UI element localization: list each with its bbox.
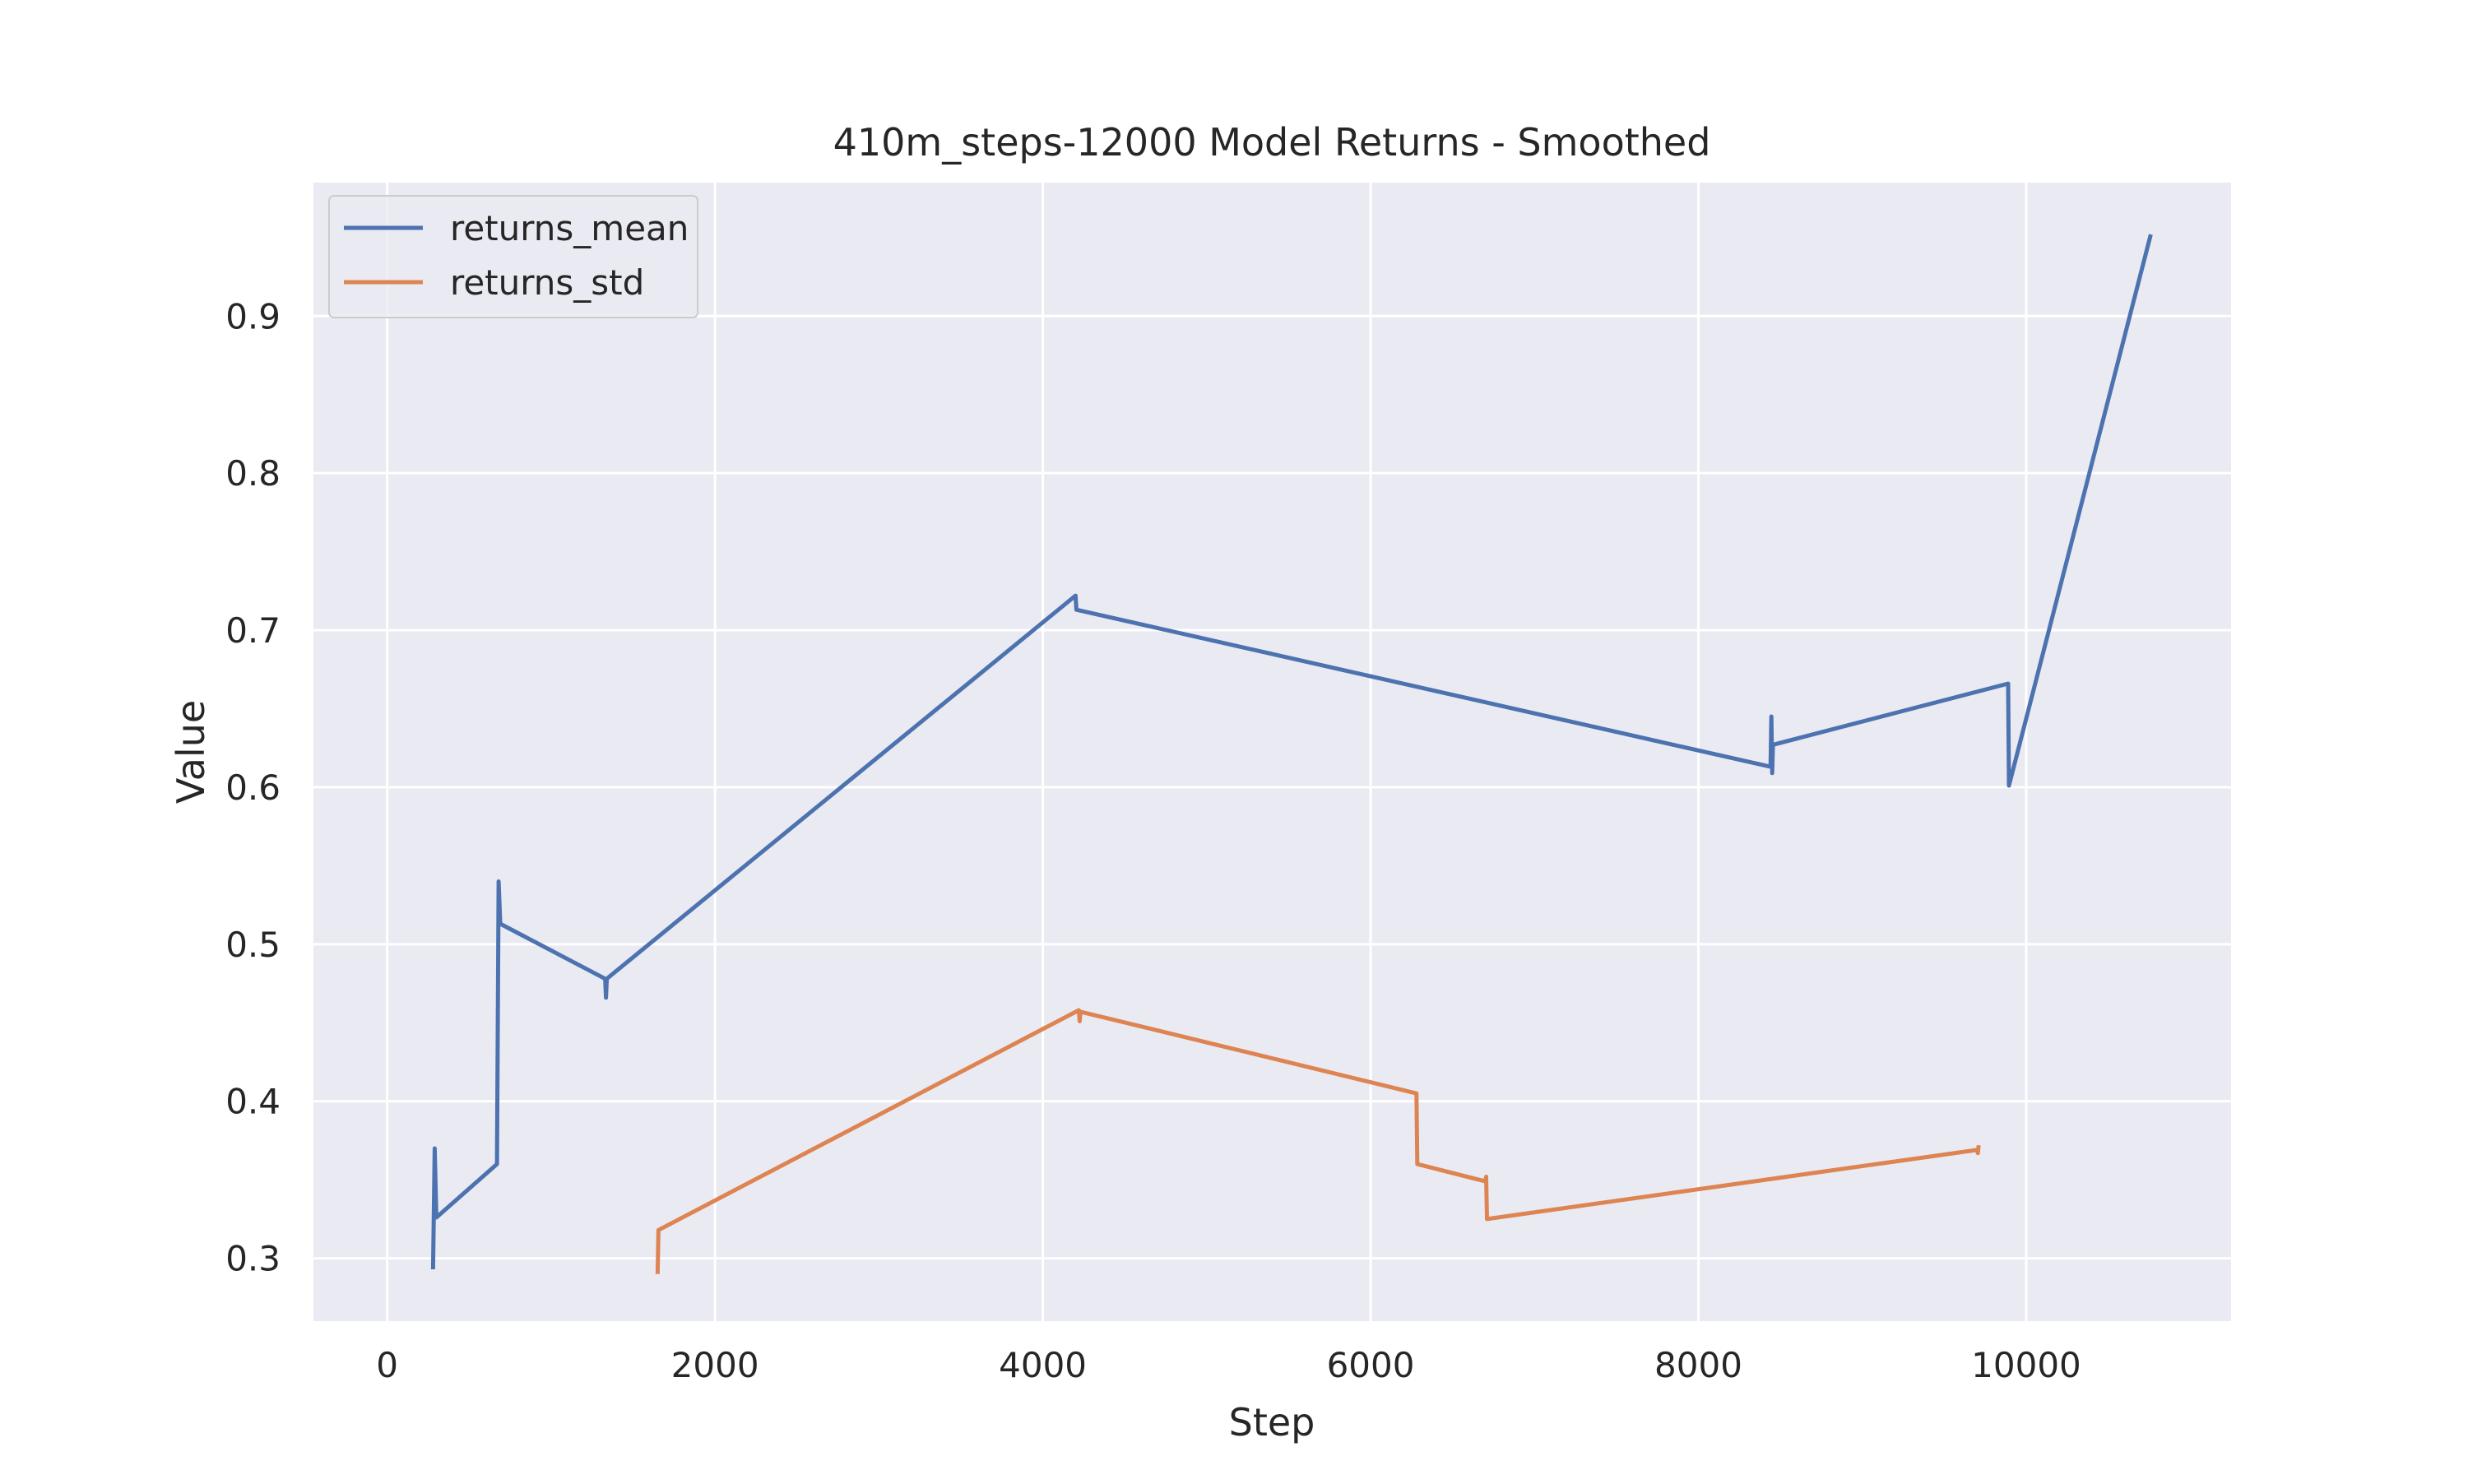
- y-tick-label: 0.6: [225, 768, 281, 808]
- y-tick-label: 0.3: [225, 1239, 281, 1279]
- plot-area-background: [313, 183, 2231, 1321]
- x-tick-label: 2000: [671, 1345, 759, 1385]
- x-tick-label: 8000: [1654, 1345, 1742, 1385]
- y-tick-label: 0.4: [225, 1082, 281, 1122]
- legend-label-returns-std: returns_std: [450, 262, 644, 303]
- series-line-returns-std: [655, 1008, 1981, 1274]
- y-tick-label: 0.5: [225, 925, 281, 965]
- y-axis-label: Value: [169, 700, 213, 804]
- series-lines: [430, 234, 2153, 1274]
- legend-label-returns-mean: returns_mean: [450, 208, 689, 248]
- chart-title: 410m_steps-12000 Model Returns - Smoothe…: [833, 120, 1711, 165]
- x-tick-label: 10000: [1971, 1345, 2081, 1385]
- y-tick-label: 0.8: [225, 453, 281, 494]
- legend: returns_mean returns_std: [328, 195, 698, 318]
- y-tick-label: 0.9: [225, 296, 281, 336]
- x-axis-label: Step: [1229, 1400, 1315, 1445]
- y-tick-labels: 0.3 0.4 0.5 0.6 0.7 0.8 0.9: [225, 296, 281, 1278]
- x-tick-label: 4000: [999, 1345, 1087, 1385]
- x-tick-labels: 0 2000 4000 6000 8000 10000: [376, 1345, 2081, 1385]
- x-tick-label: 6000: [1327, 1345, 1415, 1385]
- x-tick-label: 0: [376, 1345, 398, 1385]
- y-tick-label: 0.7: [225, 610, 281, 651]
- series-line-returns-mean: [430, 234, 2153, 1270]
